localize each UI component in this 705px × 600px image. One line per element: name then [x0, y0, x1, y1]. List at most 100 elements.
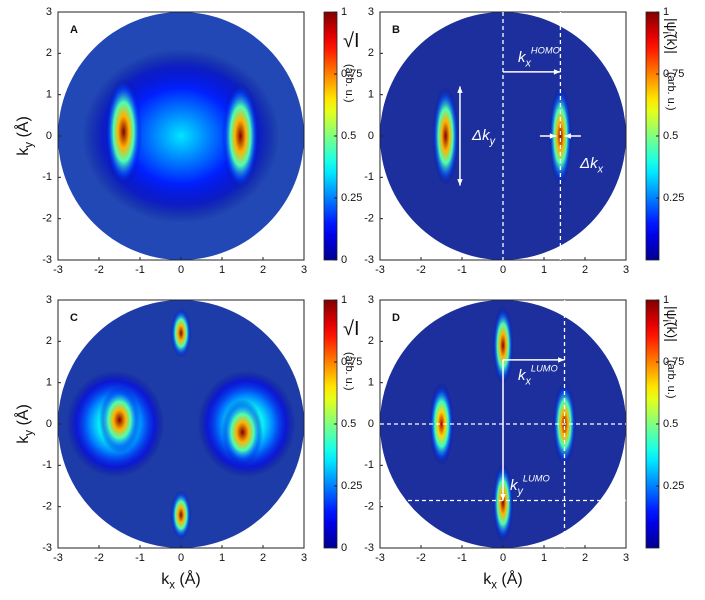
colorbar-tick-label: 1: [341, 294, 347, 306]
label-rest: (Å): [497, 569, 523, 588]
y-tick-label: -3: [364, 254, 374, 266]
x-tick-label: -1: [135, 552, 145, 564]
y-tick-label: -1: [42, 459, 52, 471]
intensity-peak: [105, 78, 142, 185]
colorbar-sublabel: (arb. u.): [665, 72, 677, 111]
colorbar-tick-label: 1: [341, 6, 347, 18]
intensity-peak: [432, 86, 458, 185]
y-tick-label: -3: [364, 542, 374, 554]
y-tick-label: -2: [42, 213, 52, 225]
panel-label: C: [70, 312, 78, 324]
heatmap: [58, 300, 304, 548]
intensity-peak: [222, 82, 259, 189]
y-tick-label: 1: [368, 377, 374, 389]
rich-label: √I: [343, 30, 360, 52]
y-tick-label: -2: [42, 501, 52, 513]
x-tick-label: -2: [94, 264, 104, 276]
label-rest: (Å): [13, 116, 32, 142]
rich-label: |ψ̃i(k)|: [660, 306, 680, 342]
colorbar-sublabel: (arb. u.): [665, 360, 677, 399]
x-tick-label: 0: [178, 264, 184, 276]
heatmap: [58, 12, 304, 260]
colorbar-tick-label: 0.25: [663, 192, 684, 204]
rich-label: kx (Å): [483, 569, 523, 591]
y-tick-label: 0: [46, 418, 52, 430]
label-sub: y: [489, 135, 496, 147]
y-tick-label: -3: [42, 542, 52, 554]
label-rest: (Å): [175, 569, 201, 588]
x-tick-label: -3: [375, 264, 385, 276]
x-tick-label: -2: [94, 552, 104, 564]
y-tick-label: 2: [368, 335, 374, 347]
x-tick-label: -3: [53, 264, 63, 276]
y-tick-label: 1: [368, 89, 374, 101]
label-rest: (Å): [13, 404, 32, 430]
y-tick-label: 1: [46, 89, 52, 101]
y-tick-label: 3: [368, 6, 374, 18]
x-tick-label: 2: [582, 552, 588, 564]
colorbar-sublabel: (arb. u.): [343, 64, 355, 103]
colorbar-tick-label: 0: [341, 254, 347, 266]
x-tick-label: 0: [178, 552, 184, 564]
label-sub: x: [525, 57, 532, 69]
label-rest: (k)|: [664, 322, 680, 342]
intensity-peak: [222, 399, 263, 465]
colorbar-tick-label: 0.5: [341, 418, 356, 430]
y-tick-label: -2: [364, 501, 374, 513]
colorbar-tick-label: 0.5: [663, 418, 678, 430]
intensity-peak: [99, 387, 140, 453]
rich-label: ky (Å): [13, 404, 35, 444]
label-sup: HOMO: [531, 46, 560, 56]
label-sub: y: [517, 485, 524, 497]
y-tick-label: 0: [368, 418, 374, 430]
panel-label: B: [392, 24, 400, 36]
x-tick-label: 2: [260, 552, 266, 564]
colorbar-sublabel: (arb. u.): [343, 352, 355, 391]
y-tick-label: 2: [46, 47, 52, 59]
intensity-peak: [171, 308, 192, 358]
x-tick-label: -1: [135, 264, 145, 276]
label-rest: (k)|: [664, 34, 680, 54]
x-tick-label: -1: [457, 264, 467, 276]
x-tick-label: 0: [500, 552, 506, 564]
y-tick-label: -1: [42, 171, 52, 183]
colorbar-tick-label: 0.5: [341, 130, 356, 142]
x-tick-label: 1: [541, 264, 547, 276]
x-tick-label: 1: [219, 552, 225, 564]
x-tick-label: 2: [260, 264, 266, 276]
label-sup: LUMO: [531, 364, 558, 374]
x-tick-label: -3: [375, 552, 385, 564]
label-base: Δk: [579, 155, 599, 172]
panel-label: A: [70, 24, 78, 36]
rich-label: |ψ̃i(k)|: [660, 18, 680, 54]
x-tick-label: -1: [457, 552, 467, 564]
x-tick-label: 2: [582, 264, 588, 276]
x-tick-label: 3: [623, 552, 629, 564]
x-tick-label: 0: [500, 264, 506, 276]
rich-label: √I: [343, 318, 360, 340]
colorbar-tick-label: 0.25: [341, 480, 362, 492]
label-sub: x: [525, 375, 532, 387]
x-tick-label: 3: [301, 264, 307, 276]
x-tick-label: 3: [623, 264, 629, 276]
colorbar-tick-label: 1: [663, 294, 669, 306]
colorbar-tick-label: 0.25: [663, 480, 684, 492]
label-base: √I: [343, 30, 360, 52]
x-tick-label: 1: [219, 264, 225, 276]
label-sup: LUMO: [523, 474, 550, 484]
y-tick-label: 3: [368, 294, 374, 306]
y-tick-label: 0: [46, 130, 52, 142]
colorbar-tick-label: 0.25: [341, 192, 362, 204]
colorbar-tick-label: 0.5: [663, 130, 678, 142]
x-tick-label: 1: [541, 552, 547, 564]
label-base: √I: [343, 318, 360, 340]
rich-label: ky (Å): [13, 116, 35, 156]
intensity-peak: [171, 490, 192, 540]
y-tick-label: -3: [42, 254, 52, 266]
colorbar-tick-label: 1: [663, 6, 669, 18]
y-tick-label: -1: [364, 171, 374, 183]
y-tick-label: 1: [46, 377, 52, 389]
x-tick-label: -2: [416, 264, 426, 276]
y-tick-label: 0: [368, 130, 374, 142]
y-tick-label: 3: [46, 294, 52, 306]
